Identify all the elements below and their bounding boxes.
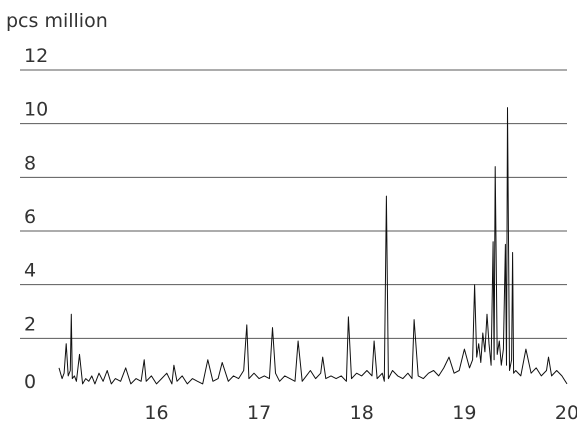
unit-label: pcs million <box>6 10 108 32</box>
y-tick-label: 8 <box>24 152 36 174</box>
y-tick-label: 12 <box>24 45 48 67</box>
series-line <box>58 107 568 385</box>
x-tick-label: 20 <box>555 402 577 424</box>
y-grid <box>20 69 567 339</box>
y-tick-label: 6 <box>24 206 36 228</box>
x-tick-labels: 16 17 18 19 20 <box>144 402 577 424</box>
x-tick-label: 19 <box>452 402 476 424</box>
y-tick-label: 0 <box>24 371 36 393</box>
y-tick-label: 10 <box>24 99 48 121</box>
y-tick-labels: 0 2 4 6 8 10 12 <box>24 45 48 393</box>
x-tick-label: 18 <box>350 402 374 424</box>
y-tick-label: 2 <box>24 313 36 335</box>
y-tick-label: 4 <box>24 260 36 282</box>
x-tick-label: 17 <box>247 402 271 424</box>
x-tick-label: 16 <box>144 402 168 424</box>
